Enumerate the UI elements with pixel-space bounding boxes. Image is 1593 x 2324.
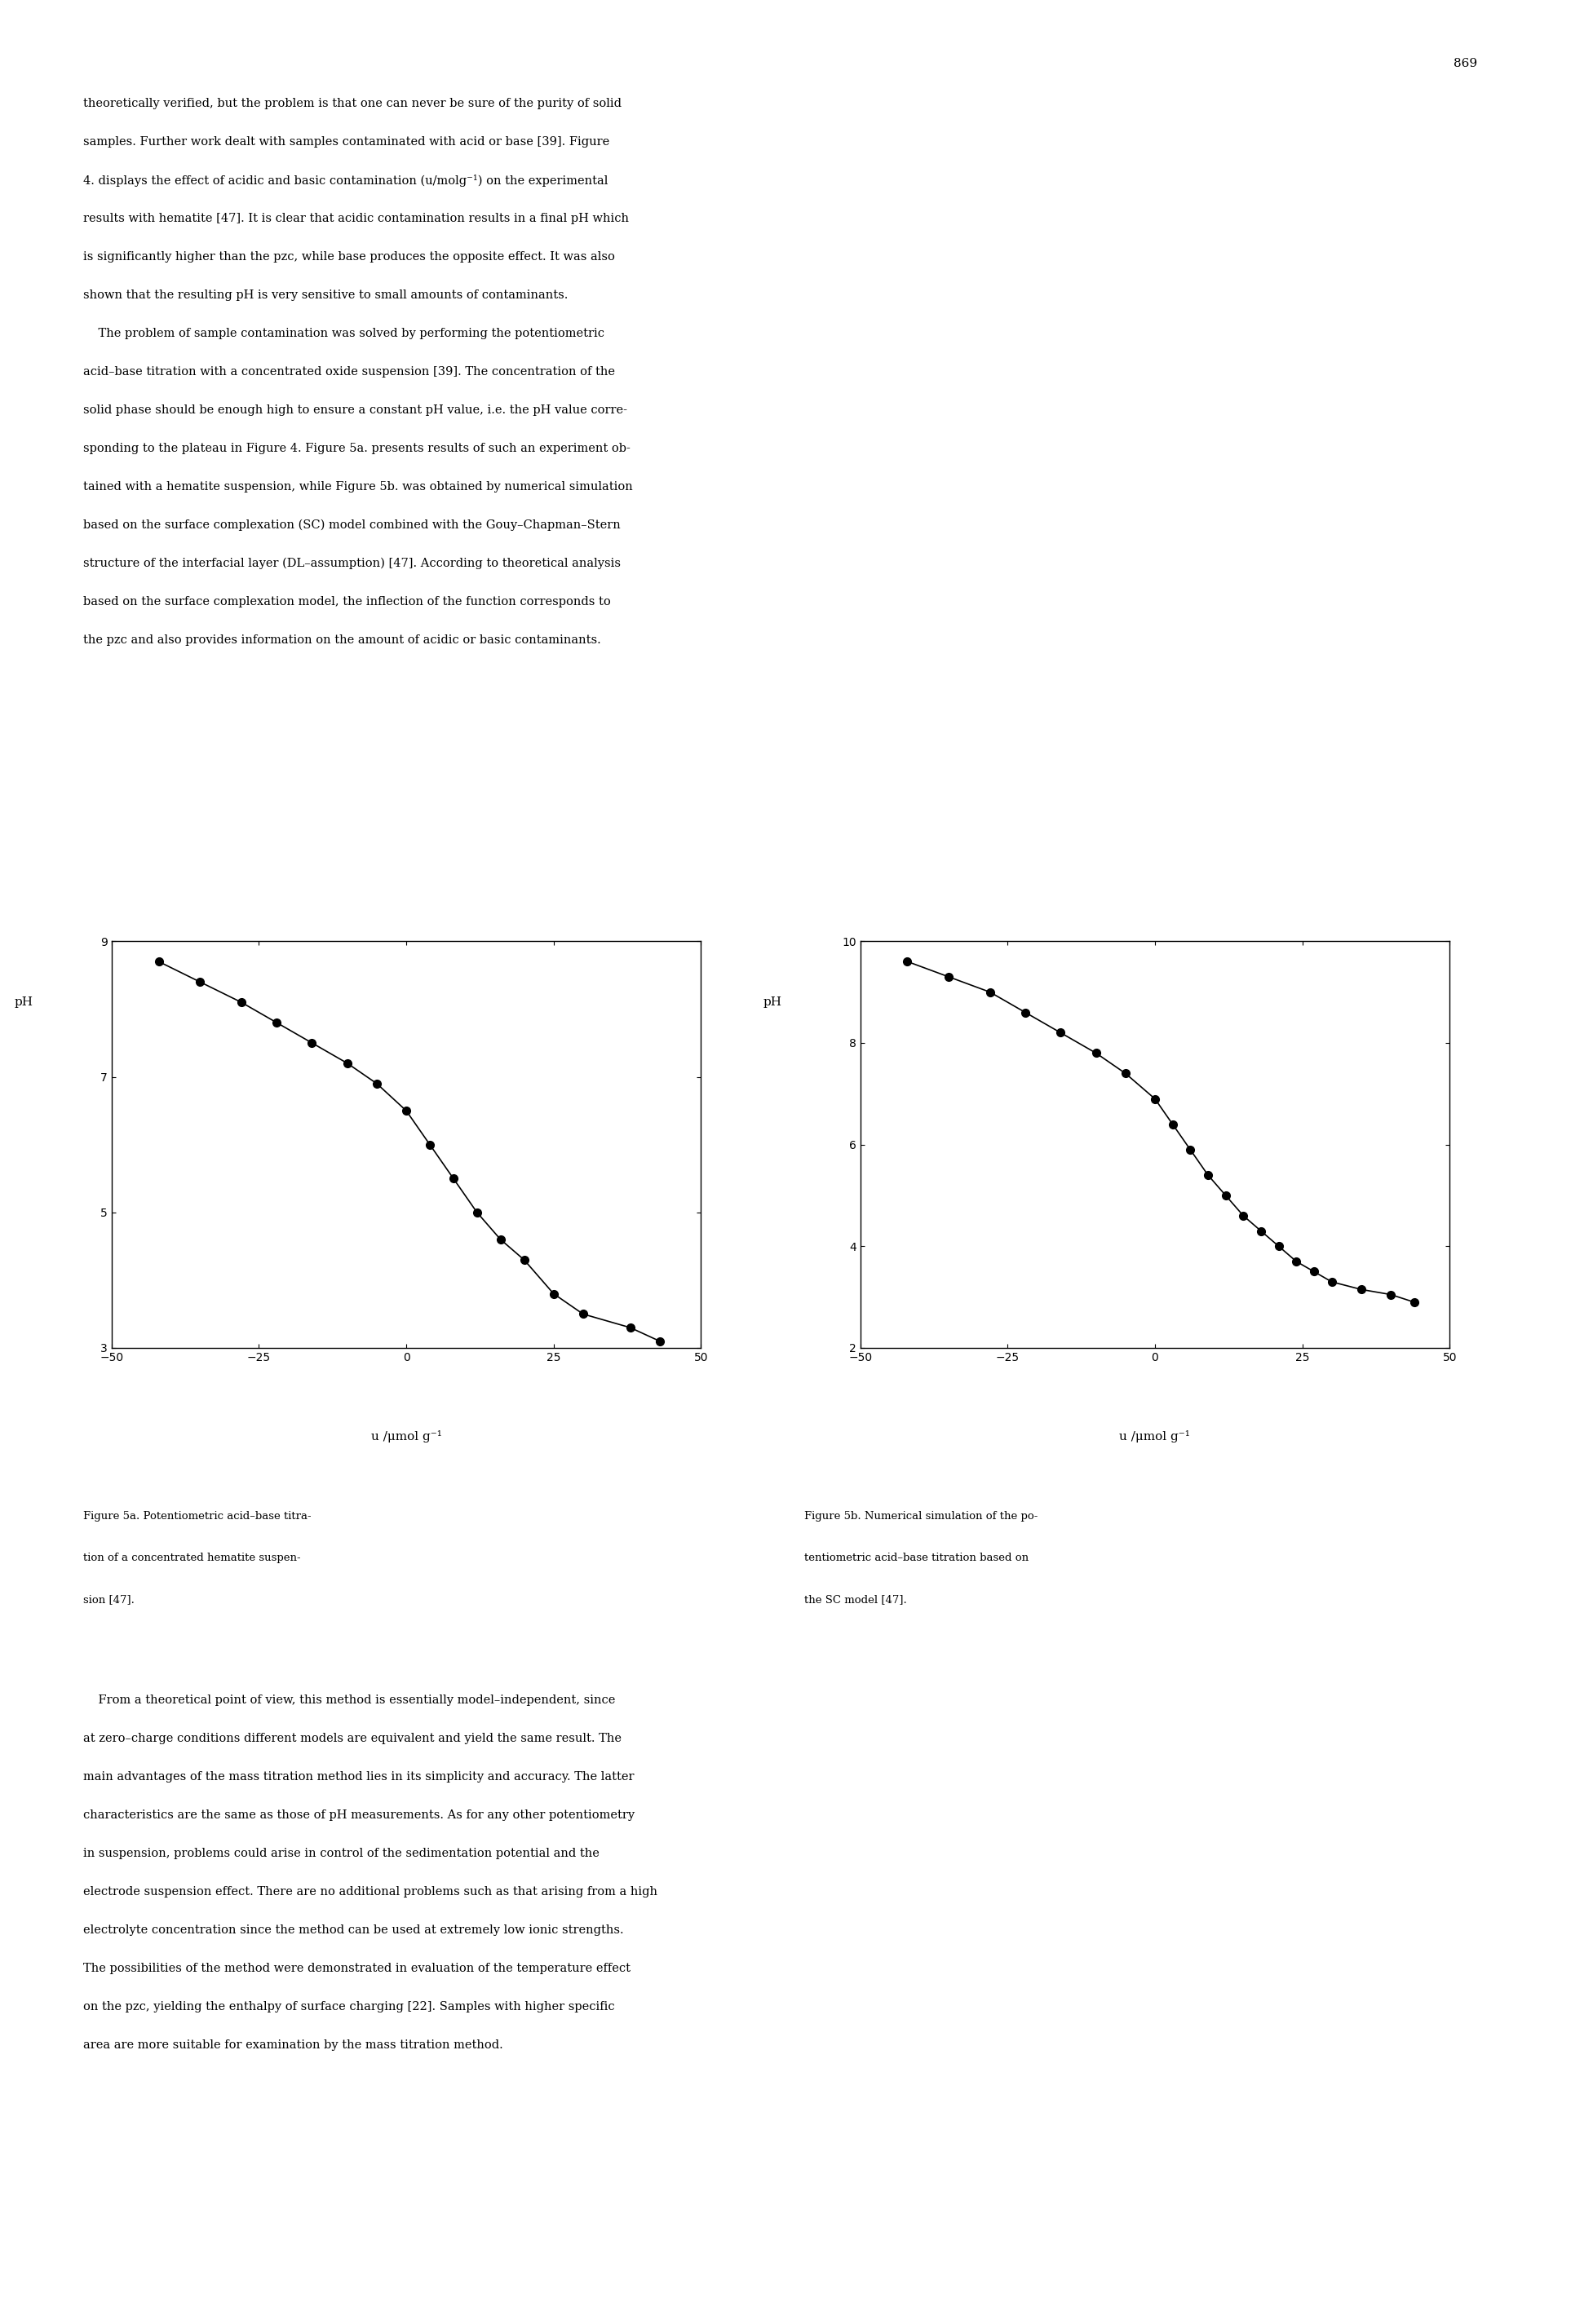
Text: main advantages of the mass titration method lies in its simplicity and accuracy: main advantages of the mass titration me… [83,1771,634,1783]
Text: 869: 869 [1454,58,1477,70]
Text: theoretically verified, but the problem is that one can never be sure of the pur: theoretically verified, but the problem … [83,98,621,109]
Text: results with hematite [47]. It is clear that acidic contamination results in a f: results with hematite [47]. It is clear … [83,214,629,223]
Text: tentiometric acid–base titration based on: tentiometric acid–base titration based o… [804,1552,1029,1564]
Text: Figure 5a. Potentiometric acid–base titra-: Figure 5a. Potentiometric acid–base titr… [83,1511,311,1522]
Text: pH: pH [763,997,782,1009]
Text: the pzc and also provides information on the amount of acidic or basic contamina: the pzc and also provides information on… [83,634,601,646]
Text: at zero–charge conditions different models are equivalent and yield the same res: at zero–charge conditions different mode… [83,1734,621,1743]
Text: u /μmol g⁻¹: u /μmol g⁻¹ [1120,1429,1190,1443]
Text: pH: pH [14,997,33,1009]
Text: sion [47].: sion [47]. [83,1594,134,1606]
Text: is significantly higher than the pzc, while base produces the opposite effect. I: is significantly higher than the pzc, wh… [83,251,615,263]
Text: solid phase should be enough high to ensure a constant pH value, i.e. the pH val: solid phase should be enough high to ens… [83,404,628,416]
Text: in suspension, problems could arise in control of the sedimentation potential an: in suspension, problems could arise in c… [83,1848,599,1859]
Text: samples. Further work dealt with samples contaminated with acid or base [39]. Fi: samples. Further work dealt with samples… [83,135,609,146]
Text: 4. displays the effect of acidic and basic contamination (u/molg⁻¹) on the exper: 4. displays the effect of acidic and bas… [83,174,607,186]
Text: electrode suspension effect. There are no additional problems such as that arisi: electrode suspension effect. There are n… [83,1887,656,1896]
Text: electrolyte concentration since the method can be used at extremely low ionic st: electrolyte concentration since the meth… [83,1924,623,1936]
Text: tained with a hematite suspension, while Figure 5b. was obtained by numerical si: tained with a hematite suspension, while… [83,481,632,493]
Text: shown that the resulting pH is very sensitive to small amounts of contaminants.: shown that the resulting pH is very sens… [83,290,567,300]
Text: structure of the interfacial layer (DL–assumption) [47]. According to theoretica: structure of the interfacial layer (DL–a… [83,558,620,569]
Text: based on the surface complexation model, the inflection of the function correspo: based on the surface complexation model,… [83,597,610,607]
Text: the SC model [47].: the SC model [47]. [804,1594,906,1606]
Text: characteristics are the same as those of pH measurements. As for any other poten: characteristics are the same as those of… [83,1808,634,1820]
Text: The problem of sample contamination was solved by performing the potentiometric: The problem of sample contamination was … [83,328,604,339]
Text: based on the surface complexation (SC) model combined with the Gouy–Chapman–Ster: based on the surface complexation (SC) m… [83,521,620,532]
Text: on the pzc, yielding the enthalpy of surface charging [22]. Samples with higher : on the pzc, yielding the enthalpy of sur… [83,2001,615,2013]
Text: u /μmol g⁻¹: u /μmol g⁻¹ [371,1429,441,1443]
Text: The possibilities of the method were demonstrated in evaluation of the temperatu: The possibilities of the method were dem… [83,1961,631,1973]
Text: tion of a concentrated hematite suspen-: tion of a concentrated hematite suspen- [83,1552,301,1564]
Text: From a theoretical point of view, this method is essentially model–independent, : From a theoretical point of view, this m… [83,1694,615,1706]
Text: area are more suitable for examination by the mass titration method.: area are more suitable for examination b… [83,2040,503,2050]
Text: sponding to the plateau in Figure 4. Figure 5a. presents results of such an expe: sponding to the plateau in Figure 4. Fig… [83,444,631,453]
Text: acid–base titration with a concentrated oxide suspension [39]. The concentration: acid–base titration with a concentrated … [83,367,615,376]
Text: Figure 5b. Numerical simulation of the po-: Figure 5b. Numerical simulation of the p… [804,1511,1039,1522]
